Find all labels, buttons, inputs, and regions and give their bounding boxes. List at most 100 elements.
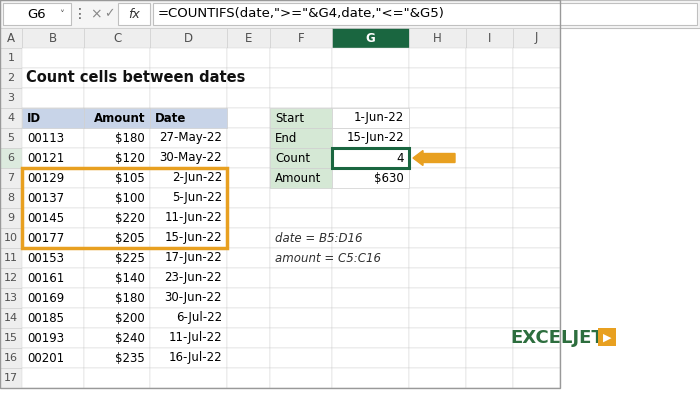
Bar [22, 188, 84, 208]
Text: ˅: ˅ [60, 10, 64, 20]
Bar [513, 28, 560, 48]
Bar [227, 328, 270, 348]
Bar [332, 368, 409, 388]
Bar [227, 68, 270, 88]
Bar [270, 148, 332, 168]
Text: 2: 2 [8, 73, 15, 83]
Bar [332, 208, 409, 228]
Bar [513, 188, 560, 208]
Bar [409, 128, 466, 148]
Bar [84, 368, 150, 388]
Bar [270, 28, 332, 48]
Bar [466, 68, 513, 88]
Text: 8: 8 [8, 193, 15, 203]
Bar [0, 248, 22, 268]
Bar [466, 348, 513, 368]
Bar [513, 148, 560, 168]
Bar [22, 168, 84, 188]
Text: 4: 4 [396, 152, 404, 164]
Text: =COUNTIFS(date,">="&G4,date,"<="&G5): =COUNTIFS(date,">="&G4,date,"<="&G5) [158, 8, 445, 20]
Bar [150, 248, 227, 268]
Bar [409, 248, 466, 268]
Text: $120: $120 [115, 152, 145, 164]
Bar [0, 88, 22, 108]
Text: $240: $240 [115, 332, 145, 344]
Text: ID: ID [27, 112, 41, 124]
Bar [0, 0, 700, 28]
Bar [466, 128, 513, 148]
Bar [466, 88, 513, 108]
Bar [332, 228, 409, 248]
Bar [150, 88, 227, 108]
Bar [227, 228, 270, 248]
Bar [466, 28, 513, 48]
Bar [270, 168, 332, 188]
Text: 00121: 00121 [27, 152, 64, 164]
Text: date = B5:D16: date = B5:D16 [275, 232, 363, 244]
Bar [332, 128, 409, 148]
Text: 16: 16 [4, 353, 18, 363]
Bar [409, 308, 466, 328]
Bar [466, 108, 513, 128]
Bar [332, 148, 409, 168]
Bar [150, 288, 227, 308]
Text: ▶: ▶ [603, 333, 611, 343]
Bar [270, 188, 332, 208]
Bar [270, 128, 332, 148]
Bar [22, 108, 84, 128]
Bar [270, 68, 332, 88]
Bar [227, 308, 270, 328]
Bar [409, 148, 466, 168]
Text: 11: 11 [4, 253, 18, 263]
Bar [227, 128, 270, 148]
Bar [22, 208, 84, 228]
Bar [332, 128, 409, 148]
Bar [22, 288, 84, 308]
Bar [466, 248, 513, 268]
Bar [513, 48, 560, 68]
Text: 13: 13 [4, 293, 18, 303]
Text: $180: $180 [116, 292, 145, 304]
Bar [150, 168, 227, 188]
Bar [84, 128, 150, 148]
Text: 00129: 00129 [27, 172, 64, 184]
Bar [22, 48, 84, 68]
Bar [513, 368, 560, 388]
Bar [3, 3, 71, 25]
Bar [332, 148, 409, 168]
Bar [270, 108, 332, 128]
Text: $140: $140 [115, 272, 145, 284]
Bar [598, 328, 616, 346]
Bar [84, 328, 150, 348]
Bar [84, 28, 150, 48]
Text: Count: Count [275, 152, 310, 164]
Text: 16-Jul-22: 16-Jul-22 [169, 352, 222, 364]
Bar [150, 48, 227, 68]
Bar [332, 348, 409, 368]
Bar [270, 108, 332, 128]
Text: J: J [535, 32, 538, 44]
Bar [0, 108, 22, 128]
Text: ⋮: ⋮ [73, 7, 87, 21]
Bar [0, 148, 22, 168]
Bar [227, 248, 270, 268]
Text: $220: $220 [115, 212, 145, 224]
Text: $105: $105 [116, 172, 145, 184]
Bar [84, 108, 150, 128]
Bar [409, 328, 466, 348]
Text: 00137: 00137 [27, 192, 64, 204]
Bar [513, 248, 560, 268]
Text: 6-Jul-22: 6-Jul-22 [176, 312, 222, 324]
Bar [409, 268, 466, 288]
Text: 17-Jun-22: 17-Jun-22 [164, 252, 222, 264]
Bar [409, 168, 466, 188]
Bar [332, 268, 409, 288]
Text: $225: $225 [115, 252, 145, 264]
Bar [466, 288, 513, 308]
Bar [409, 208, 466, 228]
Bar [22, 268, 84, 288]
Text: ✓: ✓ [104, 8, 114, 20]
Bar [513, 288, 560, 308]
Bar [332, 108, 409, 128]
Bar [0, 168, 22, 188]
